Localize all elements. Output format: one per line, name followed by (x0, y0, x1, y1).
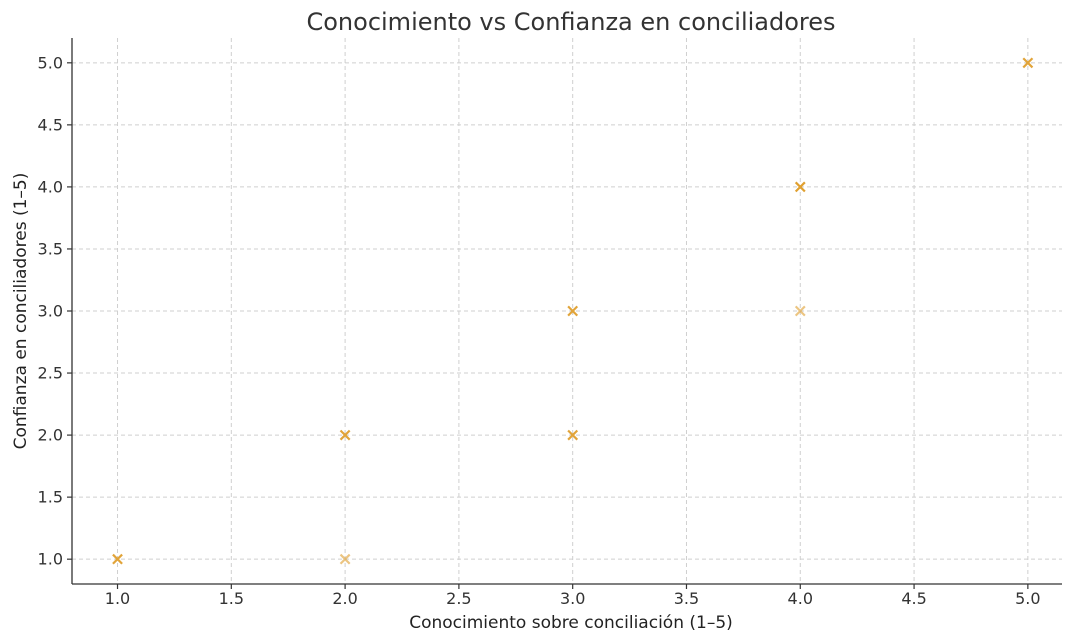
y-tick-label: 5.0 (38, 53, 63, 72)
y-tick-label: 3.0 (38, 302, 63, 321)
data-point (1022, 57, 1034, 69)
y-tick-label: 4.0 (38, 177, 63, 196)
y-axis-label: Confianza en conciliadores (1–5) (11, 173, 31, 450)
x-tick-label: 4.5 (901, 589, 926, 608)
x-tick-label: 1.5 (219, 589, 244, 608)
x-tick-label: 4.0 (788, 589, 813, 608)
y-tick-label: 1.5 (38, 488, 63, 507)
x-tick-label: 1.0 (105, 589, 130, 608)
ticks: 1.0 1.5 2.0 2.5 3.0 3.5 4.0 4.5 5.0 1.0 1.5 2.0 2.5 3… (38, 53, 1041, 608)
data-point (567, 429, 579, 441)
chart-title: Conocimiento vs Confianza en conciliador… (306, 8, 835, 36)
data-point (794, 305, 806, 317)
x-tick-label: 3.0 (560, 589, 585, 608)
data-point (794, 181, 806, 193)
x-axis-label: Conocimiento sobre conciliación (1–5) (409, 613, 733, 633)
data-points (112, 57, 1034, 565)
y-tick-label: 1.0 (38, 550, 63, 569)
x-tick-label: 3.5 (674, 589, 699, 608)
x-tick-label: 2.5 (446, 589, 471, 608)
data-point (567, 305, 579, 317)
data-point (112, 553, 123, 565)
y-tick-label: 2.0 (38, 426, 63, 445)
data-point (339, 553, 351, 565)
data-point (339, 429, 351, 441)
grid (72, 38, 1062, 584)
x-tick-label: 5.0 (1015, 589, 1040, 608)
y-tick-label: 3.5 (38, 239, 63, 258)
x-tick-label: 2.0 (332, 589, 357, 608)
y-tick-label: 4.5 (38, 115, 63, 134)
y-tick-label: 2.5 (38, 364, 63, 383)
